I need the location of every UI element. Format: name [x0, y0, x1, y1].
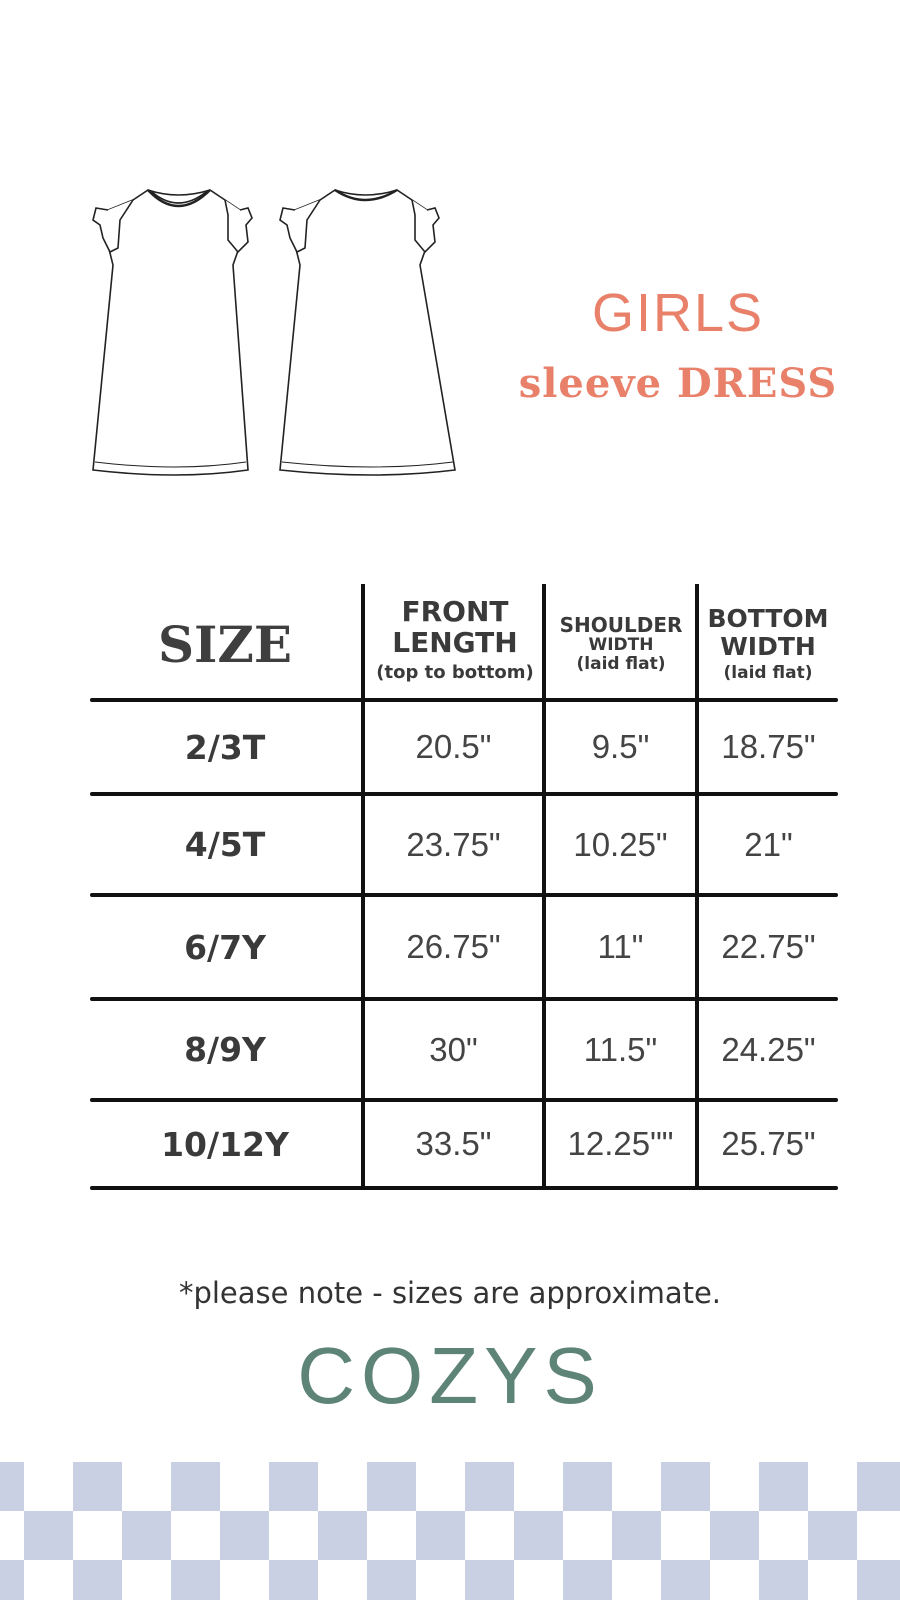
checker-square: [563, 1560, 612, 1600]
checker-square: [269, 1462, 318, 1511]
front-length-cell: 33.5": [415, 1125, 492, 1162]
header-shoulder-width: SHOULDER WIDTH (laid flat): [546, 590, 696, 698]
checker-square: [465, 1462, 514, 1511]
checker-square: [612, 1511, 661, 1560]
header-shoulder-width-sub: (laid flat): [576, 654, 666, 674]
bottom-width-cell: 25.75": [721, 1125, 816, 1162]
checker-square: [514, 1511, 563, 1560]
checker-square: [318, 1511, 367, 1560]
header-shoulder-width-line2: WIDTH: [588, 635, 654, 656]
header-shoulder-width-line1: SHOULDER: [559, 613, 683, 638]
size-cell: 6/7Y: [184, 927, 266, 967]
column-divider: [361, 584, 365, 1188]
dress-back-drawing: [279, 188, 456, 476]
row-divider: [90, 893, 838, 897]
front-length-cell: 26.75": [406, 928, 501, 965]
size-cell: 2/3T: [184, 727, 266, 767]
size-chart-table: SIZE FRONT LENGTH (top to bottom) SHOULD…: [90, 584, 838, 1190]
header-front-length-sub: (top to bottom): [376, 661, 534, 683]
row-divider: [90, 1186, 838, 1190]
brand-logo: COZYS: [297, 1331, 603, 1420]
checker-square: [367, 1560, 416, 1600]
front-length-cell: 30": [429, 1030, 478, 1068]
size-cell: 4/5T: [184, 825, 266, 864]
header-front-length-line1: FRONT: [401, 595, 509, 629]
bottom-width-cell: 21": [744, 825, 793, 863]
checker-square: [171, 1462, 220, 1511]
checkered-border: [0, 1462, 900, 1600]
header-size: SIZE: [157, 614, 293, 674]
header-bottom-width-line2: WIDTH: [720, 631, 816, 661]
checker-square: [759, 1560, 808, 1600]
column-divider: [695, 584, 699, 1188]
bottom-width-cell: 24.25": [721, 1030, 816, 1068]
checker-square: [661, 1462, 710, 1511]
title-girls: GIRLS: [591, 283, 765, 343]
approximate-sizes-note: *please note - sizes are approximate.: [178, 1276, 722, 1310]
checker-square: [73, 1560, 122, 1600]
header-bottom-width: BOTTOM WIDTH (laid flat): [698, 590, 838, 698]
header-bottom-width-sub: (laid flat): [723, 663, 813, 684]
checker-square: [0, 1462, 24, 1511]
front-length-cell: 23.75": [406, 825, 501, 863]
header-front-length-line2: LENGTH: [392, 626, 518, 660]
dress-illustration: [92, 188, 456, 476]
bottom-width-cell: 18.75": [721, 728, 816, 765]
header-front-length: FRONT LENGTH (top to bottom): [365, 582, 545, 698]
checker-square: [220, 1511, 269, 1560]
dress-front-drawing: [92, 189, 253, 476]
bottom-width-cell: 22.75": [721, 928, 816, 965]
shoulder-width-cell: 11.5": [583, 1030, 658, 1068]
shoulder-width-cell: 9.5": [591, 728, 650, 765]
size-cell: 8/9Y: [184, 1030, 266, 1069]
title-sleeve-dress: sleeve DRESS: [518, 360, 838, 407]
checker-square: [171, 1560, 220, 1600]
column-divider: [542, 584, 546, 1188]
row-divider: [90, 792, 838, 796]
shoulder-width-cell: 10.25": [573, 825, 668, 863]
size-cell: 10/12Y: [161, 1124, 289, 1164]
checker-square: [857, 1560, 900, 1600]
shoulder-width-cell: 11": [597, 928, 644, 965]
checker-square: [808, 1511, 857, 1560]
header-bottom-width-line1: BOTTOM: [707, 604, 829, 634]
checker-square: [73, 1462, 122, 1511]
checker-square: [367, 1462, 416, 1511]
checker-square: [661, 1560, 710, 1600]
checker-square: [269, 1560, 318, 1600]
checker-square: [710, 1511, 759, 1560]
front-length-cell: 20.5": [415, 728, 492, 765]
row-divider: [90, 1098, 838, 1102]
shoulder-width-cell: 12.25"": [567, 1125, 674, 1162]
checker-square: [563, 1462, 612, 1511]
checker-square: [24, 1511, 73, 1560]
checker-square: [122, 1511, 171, 1560]
checker-square: [0, 1560, 24, 1600]
checker-square: [465, 1560, 514, 1600]
row-divider: [90, 997, 838, 1001]
row-divider: [90, 698, 838, 702]
checker-square: [416, 1511, 465, 1560]
checker-square: [759, 1462, 808, 1511]
checker-square: [857, 1462, 900, 1511]
